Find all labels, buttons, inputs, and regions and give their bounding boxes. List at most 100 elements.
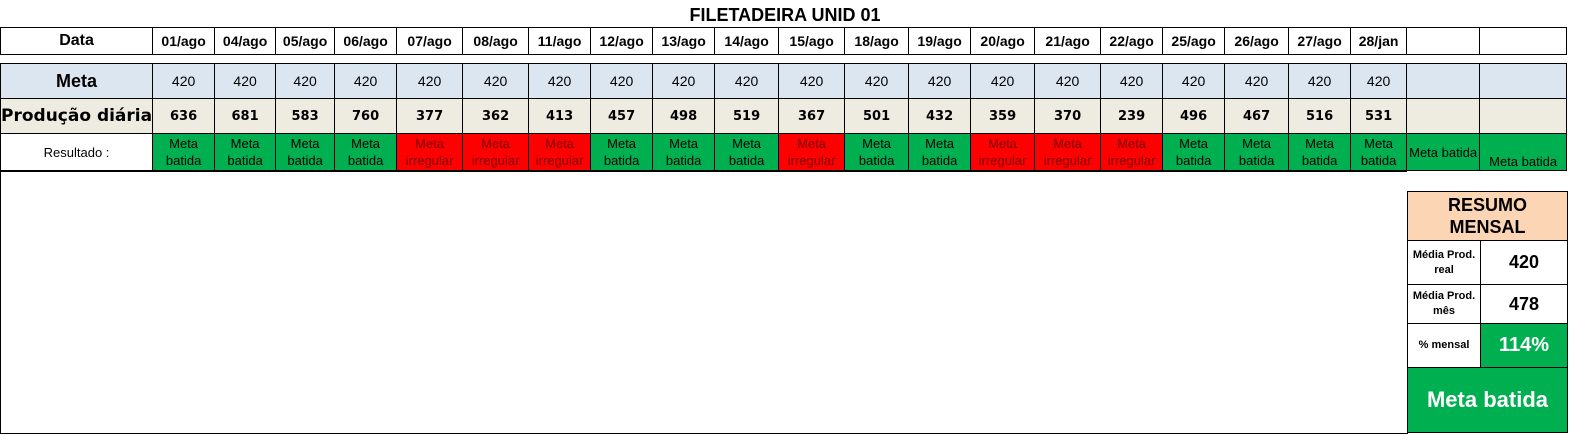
date-label[interactable]: Data	[0, 27, 154, 55]
meta-cell[interactable]	[1479, 63, 1568, 99]
production-cell[interactable]: 681	[214, 98, 277, 134]
production-cell[interactable]: 432	[908, 98, 972, 134]
date-cell[interactable]: 12/ago	[590, 27, 654, 55]
result-cell[interactable]: Meta batida	[1350, 133, 1408, 171]
avg-month-value[interactable]: 478	[1480, 284, 1568, 324]
production-cell[interactable]: 501	[844, 98, 910, 134]
pct-value[interactable]: 114%	[1480, 323, 1568, 368]
production-cell[interactable]	[1479, 98, 1568, 134]
avg-month-label[interactable]: Média Prod. mês	[1407, 284, 1481, 324]
date-cell[interactable]: 11/ago	[528, 27, 592, 55]
meta-cell[interactable]: 420	[396, 63, 464, 99]
meta-label[interactable]: Meta	[0, 63, 154, 99]
production-cell[interactable]: 519	[714, 98, 780, 134]
date-cell[interactable]: 15/ago	[778, 27, 846, 55]
result-cell[interactable]: Meta batida	[652, 133, 716, 171]
meta-cell[interactable]: 420	[970, 63, 1036, 99]
production-cell[interactable]	[1406, 98, 1481, 134]
meta-cell[interactable]: 420	[714, 63, 780, 99]
meta-cell[interactable]: 420	[1100, 63, 1164, 99]
meta-cell[interactable]: 420	[334, 63, 398, 99]
result-cell[interactable]: Meta batida	[1406, 133, 1481, 171]
summary-result[interactable]: Meta batida	[1407, 367, 1568, 433]
result-cell[interactable]: Meta batida	[334, 133, 398, 171]
production-cell[interactable]: 583	[275, 98, 336, 134]
result-cell[interactable]: Meta irregular	[778, 133, 846, 171]
result-cell[interactable]: Meta batida	[214, 133, 277, 171]
result-cell[interactable]: Meta irregular	[528, 133, 592, 171]
date-cell[interactable]: 04/ago	[214, 27, 277, 55]
meta-cell[interactable]: 420	[152, 63, 216, 99]
production-cell[interactable]: 377	[396, 98, 464, 134]
meta-cell[interactable]: 420	[778, 63, 846, 99]
production-cell[interactable]: 498	[652, 98, 716, 134]
date-cell[interactable]: 22/ago	[1100, 27, 1164, 55]
date-cell[interactable]	[1479, 27, 1568, 55]
meta-cell[interactable]: 420	[1034, 63, 1102, 99]
date-cell[interactable]: 18/ago	[844, 27, 910, 55]
date-cell[interactable]: 26/ago	[1224, 27, 1290, 55]
avg-real-value[interactable]: 420	[1480, 240, 1568, 285]
result-cell[interactable]: Meta batida	[714, 133, 780, 171]
result-label[interactable]: Resultado :	[0, 133, 154, 171]
result-cell[interactable]: Meta irregular	[1034, 133, 1102, 171]
result-cell[interactable]: Meta batida	[1162, 133, 1226, 171]
meta-cell[interactable]: 420	[652, 63, 716, 99]
production-cell[interactable]: 367	[778, 98, 846, 134]
date-cell[interactable]	[1406, 27, 1481, 55]
result-cell[interactable]: Meta batida	[908, 133, 972, 171]
pct-label[interactable]: % mensal	[1407, 323, 1481, 368]
date-cell[interactable]: 21/ago	[1034, 27, 1102, 55]
production-cell[interactable]: 457	[590, 98, 654, 134]
date-cell[interactable]: 06/ago	[334, 27, 398, 55]
date-cell[interactable]: 19/ago	[908, 27, 972, 55]
date-cell[interactable]: 27/ago	[1288, 27, 1352, 55]
meta-cell[interactable]: 420	[908, 63, 972, 99]
date-cell[interactable]: 01/ago	[152, 27, 216, 55]
date-cell[interactable]: 08/ago	[462, 27, 530, 55]
date-cell[interactable]: 25/ago	[1162, 27, 1226, 55]
meta-cell[interactable]: 420	[1350, 63, 1408, 99]
result-cell[interactable]: Meta batida	[1479, 133, 1568, 171]
production-cell[interactable]: 362	[462, 98, 530, 134]
result-cell[interactable]: Meta irregular	[396, 133, 464, 171]
date-cell[interactable]: 05/ago	[275, 27, 336, 55]
date-cell[interactable]: 14/ago	[714, 27, 780, 55]
production-cell[interactable]: 359	[970, 98, 1036, 134]
result-cell[interactable]: Meta batida	[275, 133, 336, 171]
date-cell[interactable]: 07/ago	[396, 27, 464, 55]
production-cell[interactable]: 239	[1100, 98, 1164, 134]
date-cell[interactable]: 13/ago	[652, 27, 716, 55]
result-cell[interactable]: Meta batida	[1288, 133, 1352, 171]
production-cell[interactable]: 531	[1350, 98, 1408, 134]
production-cell[interactable]: 467	[1224, 98, 1290, 134]
result-cell[interactable]: Meta irregular	[970, 133, 1036, 171]
meta-cell[interactable]	[1406, 63, 1481, 99]
summary-title[interactable]: RESUMO MENSAL	[1407, 191, 1568, 241]
result-cell[interactable]: Meta batida	[1224, 133, 1290, 171]
meta-cell[interactable]: 420	[1224, 63, 1290, 99]
result-cell[interactable]: Meta irregular	[462, 133, 530, 171]
meta-cell[interactable]: 420	[462, 63, 530, 99]
date-cell[interactable]: 28/jan	[1350, 27, 1408, 55]
production-cell[interactable]: 636	[152, 98, 216, 134]
production-cell[interactable]: 516	[1288, 98, 1352, 134]
meta-cell[interactable]: 420	[1162, 63, 1226, 99]
meta-cell[interactable]: 420	[1288, 63, 1352, 99]
result-cell[interactable]: Meta batida	[844, 133, 910, 171]
production-label[interactable]: Produção diária	[0, 98, 154, 134]
meta-cell[interactable]: 420	[528, 63, 592, 99]
date-cell[interactable]: 20/ago	[970, 27, 1036, 55]
production-cell[interactable]: 496	[1162, 98, 1226, 134]
meta-cell[interactable]: 420	[844, 63, 910, 99]
meta-cell[interactable]: 420	[275, 63, 336, 99]
avg-real-label[interactable]: Média Prod. real	[1407, 240, 1481, 285]
result-cell[interactable]: Meta batida	[590, 133, 654, 171]
result-cell[interactable]: Meta irregular	[1100, 133, 1164, 171]
production-cell[interactable]: 370	[1034, 98, 1102, 134]
meta-cell[interactable]: 420	[214, 63, 277, 99]
result-cell[interactable]: Meta batida	[152, 133, 216, 171]
meta-cell[interactable]: 420	[590, 63, 654, 99]
production-cell[interactable]: 760	[334, 98, 398, 134]
production-cell[interactable]: 413	[528, 98, 592, 134]
